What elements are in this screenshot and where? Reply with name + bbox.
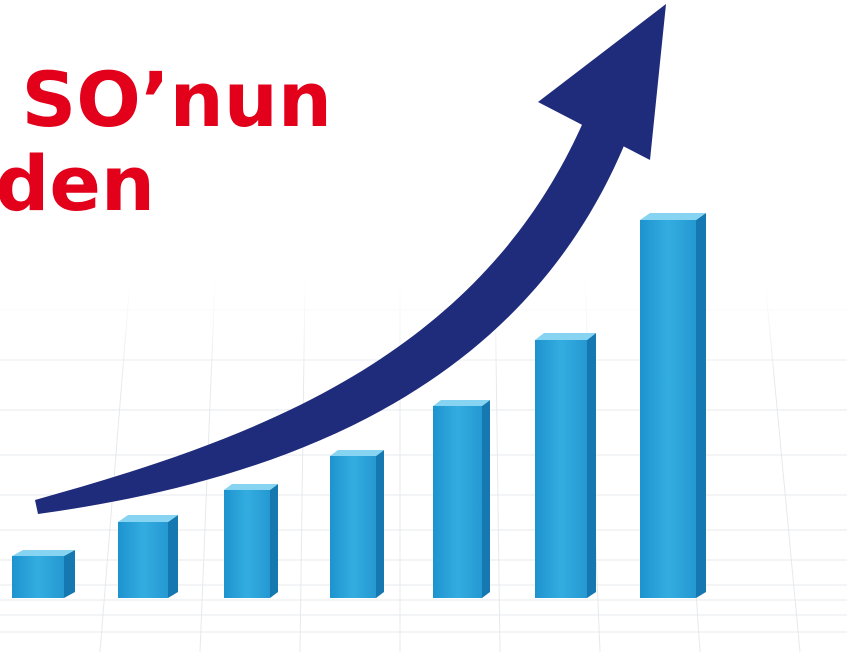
bar: [330, 450, 384, 598]
arrow: [35, 4, 666, 514]
bar: [118, 515, 178, 598]
headline-line: den: [0, 139, 155, 228]
bar: [224, 484, 278, 598]
bar: [433, 400, 490, 598]
bars: [12, 213, 706, 598]
bar: [640, 213, 706, 598]
bar: [12, 550, 75, 598]
headline-line: SO’nun: [21, 55, 332, 144]
bar: [535, 333, 596, 598]
